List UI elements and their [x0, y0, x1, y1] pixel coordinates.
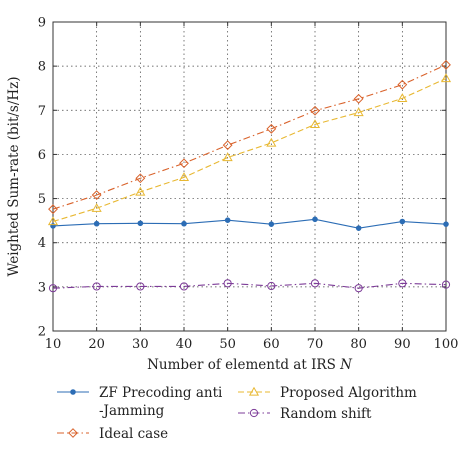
- data-point: [441, 280, 451, 289]
- x-tick-label: 80: [350, 337, 367, 352]
- x-tick-label: 10: [45, 337, 62, 352]
- data-point: [397, 93, 408, 103]
- data-point: [397, 79, 408, 90]
- y-tick-label: 8: [38, 60, 46, 75]
- x-tick-label: 20: [88, 337, 105, 352]
- y-tick-label: 9: [38, 16, 46, 31]
- data-point: [443, 221, 449, 227]
- series-line: [52, 64, 447, 210]
- data-point: [135, 186, 146, 196]
- data-point: [267, 281, 276, 291]
- series-line: [52, 282, 447, 289]
- legend-marker: [70, 389, 76, 395]
- y-tick-label: 2: [38, 325, 46, 340]
- axis-ticks: 10 20 30 40 50 60 70 80 90 100 2 3 4 5 6 7 8 9: [38, 16, 459, 353]
- x-axis-label: Number of elementd at IRS N: [147, 357, 353, 373]
- data-point: [440, 73, 452, 83]
- data-point: [268, 221, 275, 227]
- series-3: [48, 279, 451, 293]
- legend-label: -Jamming: [99, 403, 165, 419]
- data-point: [398, 279, 407, 288]
- data-point: [48, 204, 58, 215]
- data-point: [354, 284, 363, 293]
- data-point: [137, 220, 144, 227]
- data-point: [266, 137, 277, 147]
- x-tick-label: 90: [394, 337, 411, 352]
- legend-entry: ZF Precoding anti -Jamming: [57, 385, 223, 419]
- data-point: [135, 173, 146, 184]
- data-point: [92, 282, 101, 291]
- data-point: [136, 282, 145, 291]
- x-tick-label: 100: [434, 337, 459, 352]
- data-point: [91, 203, 102, 212]
- series-0: [50, 216, 449, 231]
- y-tick-label: 4: [38, 236, 46, 251]
- data-point: [47, 216, 59, 226]
- legend-marker: [249, 408, 259, 418]
- data-point: [181, 220, 187, 227]
- data-point: [353, 107, 364, 117]
- data-point: [91, 190, 102, 200]
- x-tick-label: 30: [132, 337, 149, 352]
- data-point: [310, 279, 320, 288]
- data-point: [312, 216, 318, 223]
- series-2: [48, 59, 451, 215]
- data-point: [266, 123, 277, 134]
- data-point: [353, 93, 364, 104]
- data-point: [399, 218, 406, 225]
- series-layer: [47, 59, 452, 293]
- legend-entry: Proposed Algorithm: [238, 385, 417, 401]
- x-tick-label: 50: [219, 337, 236, 352]
- data-point: [222, 140, 233, 151]
- data-point: [48, 284, 58, 293]
- legend-marker: [248, 386, 260, 396]
- y-tick-label: 3: [38, 280, 46, 295]
- y-tick-label: 5: [38, 192, 46, 207]
- legend-marker: [68, 428, 78, 438]
- legend: ZF Precoding anti -Jamming Proposed Algori…: [57, 385, 417, 442]
- data-point: [222, 152, 233, 162]
- legend-label: ZF Precoding anti: [99, 385, 223, 401]
- y-tick-label: 7: [38, 104, 46, 119]
- series-1: [47, 73, 452, 226]
- data-point: [309, 119, 321, 129]
- legend-label: Random shift: [280, 406, 372, 422]
- data-point: [441, 59, 451, 70]
- data-point: [224, 217, 231, 224]
- plot-frame: [52, 21, 447, 332]
- data-point: [178, 172, 190, 182]
- x-tick-label: 40: [176, 337, 193, 352]
- y-axis-label: Weighted Sum-rate (bit/s/Hz): [6, 76, 22, 276]
- data-point: [93, 220, 100, 227]
- legend-label: Ideal case: [99, 426, 168, 442]
- legend-entry: Ideal case: [57, 426, 168, 442]
- legend-entry: Random shift: [238, 406, 372, 422]
- y-tick-label: 6: [38, 148, 46, 163]
- data-point: [355, 225, 362, 231]
- legend-label: Proposed Algorithm: [280, 385, 417, 401]
- series-line: [52, 78, 447, 223]
- data-point: [179, 158, 189, 169]
- series-line: [52, 218, 447, 229]
- data-point: [179, 282, 189, 291]
- data-point: [310, 105, 320, 116]
- x-tick-label: 60: [263, 337, 280, 352]
- data-point: [223, 279, 232, 288]
- x-tick-label: 70: [307, 337, 324, 352]
